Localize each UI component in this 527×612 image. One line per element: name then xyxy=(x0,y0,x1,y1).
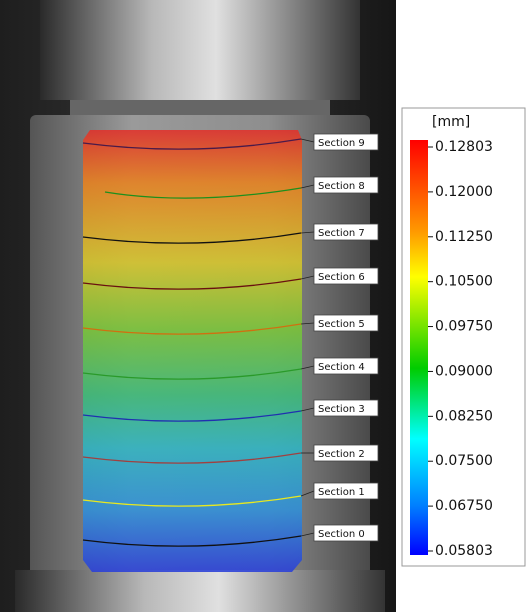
colorbar-tick-label: 0.10500 xyxy=(435,274,493,290)
colorbar-tick-label: 0.08250 xyxy=(435,408,493,424)
legend-unit: [mm] xyxy=(432,114,470,130)
colorbar-tick-label: 0.09750 xyxy=(435,319,493,335)
colorbar xyxy=(410,140,428,555)
colorbar-tick-label: 0.12000 xyxy=(435,184,493,200)
section-label: Section 2 xyxy=(318,449,365,460)
scene: Section 9 Section 8 Section 7 Section 6 Sect… xyxy=(0,0,527,612)
colorbar-tick-label: 0.07500 xyxy=(435,453,493,469)
section-label: Section 9 xyxy=(318,138,365,149)
section-label: Section 5 xyxy=(318,319,365,330)
section-label: Section 1 xyxy=(318,487,365,498)
colorbar-tick-label: 0.09000 xyxy=(435,363,493,379)
lower-platen xyxy=(15,570,385,612)
section-label: Section 3 xyxy=(318,404,365,415)
section-label: Section 6 xyxy=(318,272,365,283)
section-label: Section 7 xyxy=(318,228,365,239)
section-label: Section 8 xyxy=(318,181,365,192)
upper-platen xyxy=(40,0,360,100)
section-label: Section 4 xyxy=(318,362,365,373)
colorbar-tick-label: 0.11250 xyxy=(435,229,493,245)
colorbar-tick-label: 0.05803 xyxy=(435,543,493,559)
colorbar-tick-label: 0.12803 xyxy=(435,139,493,155)
section-label: Section 0 xyxy=(318,529,365,540)
colorbar-tick-label: 0.06750 xyxy=(435,498,493,514)
